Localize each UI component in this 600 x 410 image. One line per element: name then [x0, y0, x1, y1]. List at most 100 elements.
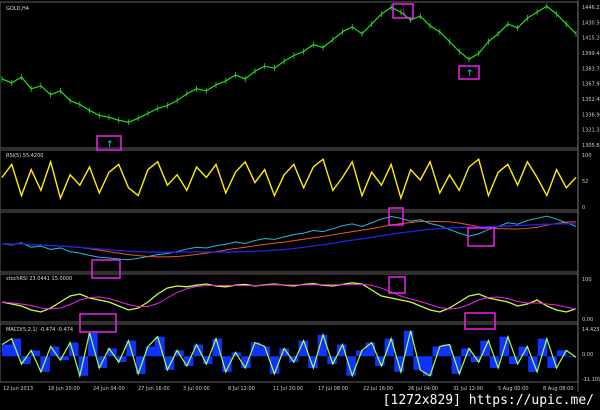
y-tick-label: 100: [582, 153, 592, 159]
macd-bar: [40, 356, 50, 372]
ma-slow-line: [1, 223, 577, 253]
signal-box: [458, 65, 480, 80]
signal-box: [392, 3, 414, 19]
signal-box: [388, 207, 404, 226]
macd-bar: [59, 356, 69, 361]
signal-box: [464, 312, 496, 330]
macd-bar: [155, 336, 165, 357]
macd-bar: [422, 356, 433, 376]
macd-bar: [78, 356, 89, 376]
panel-title-3: stochRSI 23.0441 15.0000: [6, 276, 72, 282]
panel-1: [0, 149, 579, 211]
macd-bar: [537, 338, 548, 357]
x-tick-label: 17 Jul 08:00: [318, 386, 348, 392]
signal-box: [96, 135, 122, 151]
y-tick-label: 1415.20: [582, 36, 600, 42]
macd-signal-line: [1, 330, 577, 379]
x-tick-label: 8 Aug 08:00: [543, 386, 574, 392]
up-arrow-icon: ↑: [106, 140, 114, 150]
macd-bar: [279, 348, 289, 357]
macd-bar: [384, 338, 395, 357]
macd-bar: [250, 342, 261, 357]
macd-bar: [566, 356, 576, 358]
macd-bar: [269, 356, 280, 374]
macd-bar: [346, 356, 356, 376]
y-tick-label: 1399.45: [582, 51, 600, 57]
y-tick-label: 1367.95: [582, 82, 600, 88]
x-tick-label: 8 Jul 12:00: [228, 386, 255, 392]
x-tick-label: 31 Jul 12:00: [453, 386, 483, 392]
y-tick-label: 1305.85: [582, 143, 600, 149]
macd-bar: [212, 338, 223, 357]
signal-box: [91, 259, 121, 279]
macd-bar: [164, 356, 175, 370]
y-tick-label: 0: [582, 205, 585, 211]
x-tick-label: 27 Jun 16:00: [138, 386, 170, 392]
macd-bar: [308, 356, 318, 368]
macd-bar: [403, 330, 414, 357]
y-tick-label: 1352.45: [582, 97, 600, 103]
macd-bar: [442, 344, 452, 357]
macd-bar: [470, 356, 481, 363]
macd-bar: [68, 342, 79, 357]
y-tick-label: 1446.25: [582, 5, 600, 11]
signal-box: [467, 227, 495, 247]
macd-bar: [222, 356, 232, 372]
y-tick-label: 1383.70: [582, 66, 600, 72]
stoch-k-line: [1, 282, 577, 313]
macd-bar: [509, 356, 519, 365]
y-tick-label: 1336.90: [582, 112, 600, 118]
y-tick-label: 14.425: [582, 327, 600, 333]
ma-fast-line: [1, 215, 577, 261]
stoch-d-line: [1, 283, 577, 310]
macd-bar: [365, 342, 376, 357]
panel-0: [0, 1, 579, 149]
y-tick-label: 1321.35: [582, 128, 600, 134]
y-tick-label: 52: [582, 179, 588, 185]
signal-box: [388, 276, 406, 294]
macd-bar: [289, 356, 299, 363]
y-tick-label: 0.00: [582, 317, 593, 323]
macd-bar: [116, 356, 127, 363]
x-tick-label: 5 Aug 00:00: [498, 386, 529, 392]
macd-bar: [11, 338, 22, 357]
macd-bar: [145, 346, 156, 357]
x-tick-label: 26 Jul 04:00: [408, 386, 438, 392]
y-tick-label: 1430.50: [582, 20, 600, 26]
x-tick-label: 11 Jul 20:00: [273, 386, 303, 392]
macd-bar: [336, 344, 347, 357]
x-tick-label: 22 Jul 16:00: [363, 386, 393, 392]
x-tick-label: 12 Jun 2013: [3, 386, 33, 392]
x-tick-label: 24 Jun 04:00: [93, 386, 125, 392]
macd-bar: [432, 346, 443, 357]
macd-bar: [21, 356, 31, 365]
rsi-line: [1, 157, 577, 201]
watermark: [1272x829] https://upic.me/: [382, 393, 594, 408]
y-tick-label: -11.109: [582, 377, 600, 383]
macd-bar: [241, 356, 251, 368]
macd-bar: [518, 346, 529, 357]
macd-bar: [260, 346, 270, 357]
x-tick-label: 3 Jul 00:00: [183, 386, 210, 392]
macd-bar: [528, 356, 538, 372]
signal-box: [79, 313, 117, 333]
x-tick-label: 18 Jun 20:00: [48, 386, 80, 392]
up-arrow-icon: ↑: [466, 69, 474, 79]
price-line: [1, 5, 577, 123]
macd-bar: [547, 356, 557, 368]
y-tick-label: 0.00: [582, 352, 593, 358]
down-arrow-icon: ↓: [400, 8, 408, 18]
macd-bar: [489, 356, 500, 368]
macd-bar: [461, 348, 471, 357]
panel-title-1: RSI(5) 55.4200: [6, 153, 43, 159]
macd-bar: [193, 344, 203, 357]
macd-bar: [556, 350, 567, 357]
panel-2: [0, 211, 579, 273]
panel-title-0: GOLD,H4: [6, 6, 29, 12]
macd-bar: [317, 334, 328, 357]
macd-bar: [30, 350, 41, 357]
macd-bar: [298, 340, 309, 357]
macd-bar: [2, 344, 12, 357]
